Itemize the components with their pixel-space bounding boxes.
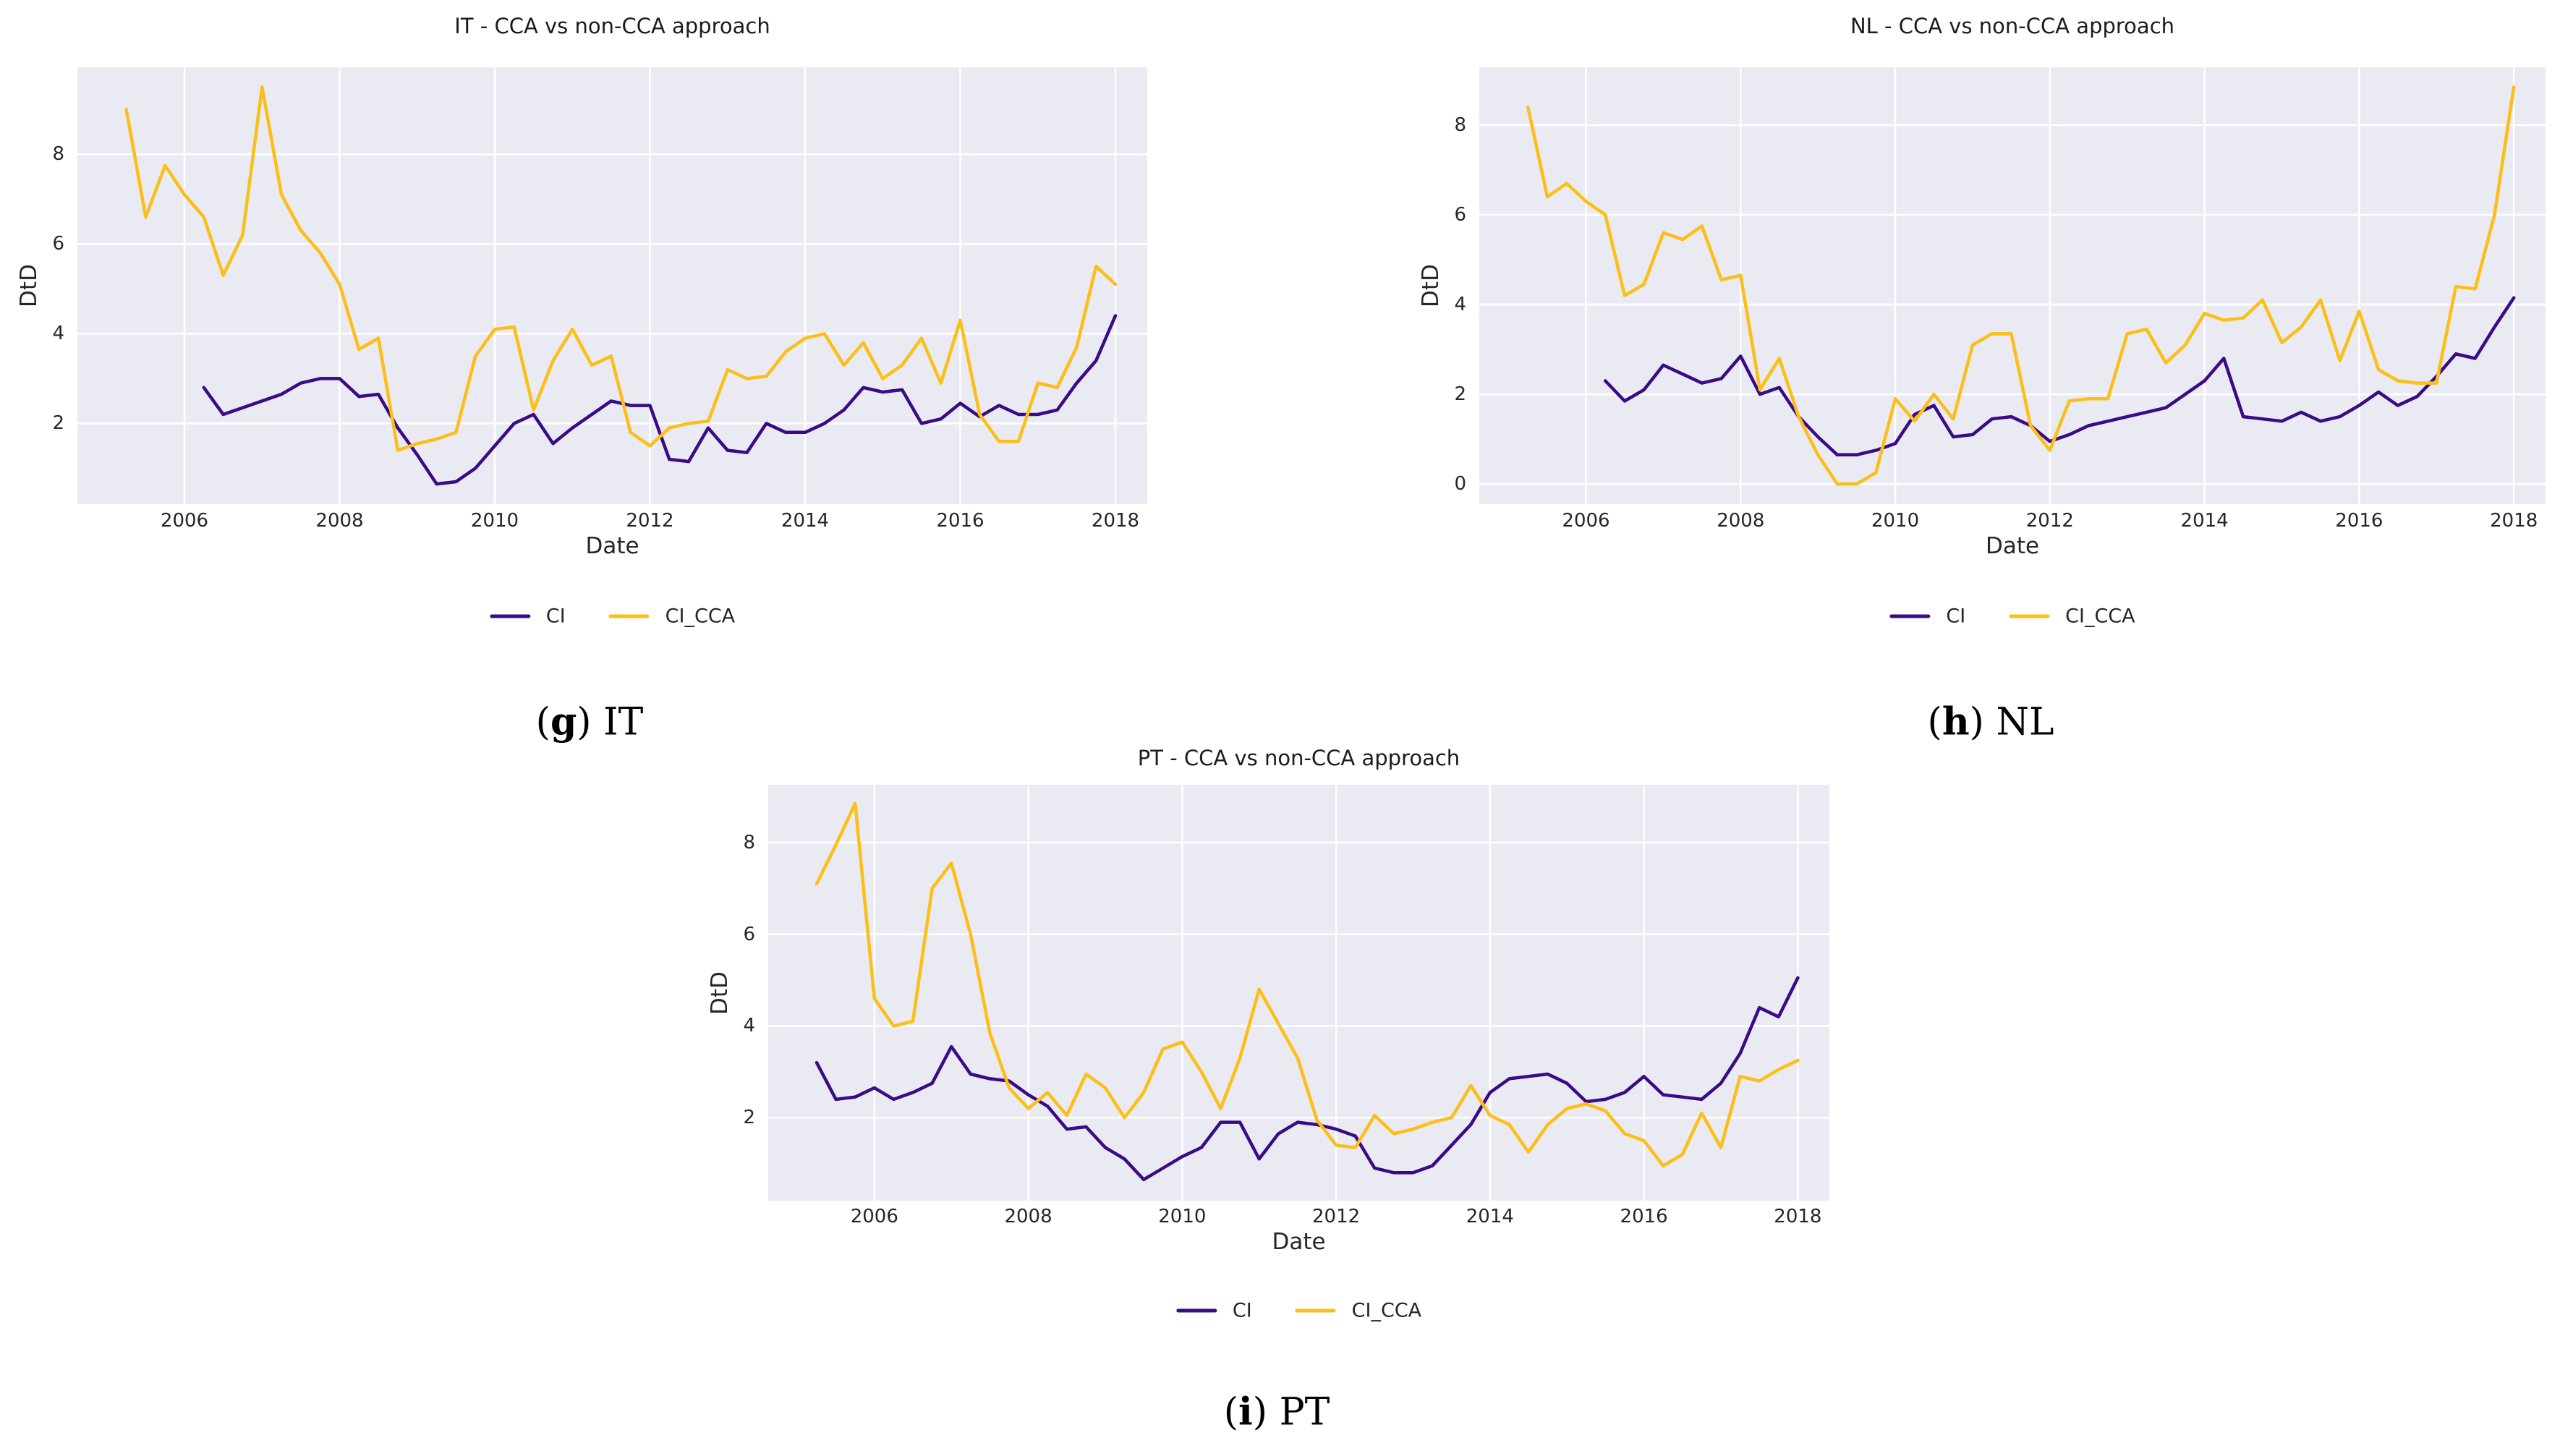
subfigure-caption-pt: (i) PT <box>1224 1390 1330 1434</box>
series-line-ci <box>202 314 1118 486</box>
x-tick-label-2008: 2008 <box>1004 1206 1052 1227</box>
series-line-ci <box>1603 296 2516 457</box>
x-tick-label-2012: 2012 <box>2025 510 2074 532</box>
series-line-ci <box>815 976 1800 1182</box>
caption-letter: i <box>1238 1389 1253 1434</box>
y-tick-label-8: 8 <box>743 831 755 853</box>
series-line-ci_cca <box>1526 85 2516 486</box>
x-tick-label-2008: 2008 <box>1717 510 1765 532</box>
legend-line-ci-cca-icon <box>608 614 650 618</box>
y-tick-label-4: 4 <box>52 323 64 345</box>
x-tick-label-2010: 2010 <box>1158 1206 1207 1227</box>
y-tick-label-8: 8 <box>52 143 64 166</box>
caption-open: ( <box>1223 1390 1239 1434</box>
y-tick-label-6: 6 <box>1454 204 1466 226</box>
subfigure-caption-nl: (h) NL <box>1928 700 2054 744</box>
caption-country: PT <box>1279 1390 1330 1434</box>
x-tick-label-2010: 2010 <box>1871 510 1920 532</box>
caption-close: ) <box>1969 700 1984 744</box>
legend-pt: CI CI_CCA <box>1175 1299 1422 1322</box>
x-tick-label-2006: 2006 <box>1562 510 1610 532</box>
x-tick-label-2012: 2012 <box>1312 1206 1361 1227</box>
caption-letter: g <box>550 699 577 744</box>
x-tick-label-2006: 2006 <box>850 1206 898 1227</box>
legend-label-ci: CI <box>545 605 566 628</box>
legend-nl: CI CI_CCA <box>1889 605 2135 628</box>
x-tick-label-2008: 2008 <box>315 510 364 532</box>
y-tick-label-4: 4 <box>1454 294 1466 316</box>
plot-background <box>768 785 1829 1201</box>
legend-label-ci-cca: CI_CCA <box>1351 1299 1422 1322</box>
legend-line-ci-icon <box>1175 1308 1217 1313</box>
legend-line-ci-cca-icon <box>1295 1308 1336 1313</box>
y-tick-label-8: 8 <box>1454 114 1466 136</box>
legend-label-ci: CI <box>1232 1299 1252 1322</box>
x-tick-label-2006: 2006 <box>160 510 209 532</box>
caption-letter: h <box>1942 699 1970 744</box>
x-tick-label-2018: 2018 <box>1774 1206 1822 1227</box>
y-tick-label-2: 2 <box>52 412 64 435</box>
x-tick-label-2012: 2012 <box>626 510 674 532</box>
legend-label-ci-cca: CI_CCA <box>2065 605 2135 628</box>
chart-title-it: IT - CCA vs non-CCA approach <box>454 14 770 38</box>
caption-close: ) <box>577 700 592 744</box>
caption-open: ( <box>1927 700 1942 744</box>
x-tick-label-2014: 2014 <box>781 510 830 532</box>
x-axis-label-pt: Date <box>1272 1229 1326 1255</box>
legend-label-ci-cca: CI_CCA <box>665 605 736 628</box>
x-tick-label-2018: 2018 <box>1091 510 1140 532</box>
y-tick-label-6: 6 <box>743 923 755 945</box>
x-tick-label-2010: 2010 <box>470 510 519 532</box>
y-tick-label-4: 4 <box>743 1015 755 1037</box>
plot-area-it <box>77 67 1147 504</box>
y-axis-label-pt: DtD <box>707 971 733 1015</box>
x-axis-label-it: Date <box>585 533 639 559</box>
y-axis-label-it: DtD <box>16 264 42 307</box>
y-tick-label-2: 2 <box>1454 383 1466 406</box>
series-line-ci_cca <box>124 85 1118 452</box>
legend-line-ci-icon <box>1889 614 1931 618</box>
caption-open: ( <box>535 700 550 744</box>
plot-area-pt <box>768 785 1829 1201</box>
legend-label-ci: CI <box>1946 605 1966 628</box>
x-tick-label-2016: 2016 <box>936 510 984 532</box>
y-tick-label-6: 6 <box>52 233 64 255</box>
x-tick-label-2018: 2018 <box>2490 510 2538 532</box>
y-tick-label-2: 2 <box>743 1107 755 1129</box>
x-tick-label-2016: 2016 <box>2335 510 2383 532</box>
y-axis-label-nl: DtD <box>1418 264 1444 307</box>
chart-title-pt: PT - CCA vs non-CCA approach <box>1137 746 1460 770</box>
x-tick-label-2014: 2014 <box>1466 1206 1514 1227</box>
x-axis-label-nl: Date <box>1985 533 2040 559</box>
plot-area-nl <box>1479 67 2546 504</box>
subfigure-caption-it: (g) IT <box>536 700 644 744</box>
x-tick-label-2014: 2014 <box>2180 510 2229 532</box>
chart-title-nl: NL - CCA vs non-CCA approach <box>1850 14 2175 38</box>
caption-country: IT <box>603 700 644 744</box>
y-tick-label-0: 0 <box>1454 473 1466 495</box>
legend-line-ci-cca-icon <box>2009 614 2050 618</box>
legend-line-ci-icon <box>489 614 530 618</box>
plot-background <box>77 67 1147 504</box>
x-tick-label-2016: 2016 <box>1620 1206 1668 1227</box>
plot-background <box>1479 67 2546 504</box>
caption-country: NL <box>1996 700 2054 744</box>
caption-close: ) <box>1252 1390 1268 1434</box>
series-line-ci_cca <box>815 801 1800 1168</box>
legend-it: CI CI_CCA <box>489 605 736 628</box>
